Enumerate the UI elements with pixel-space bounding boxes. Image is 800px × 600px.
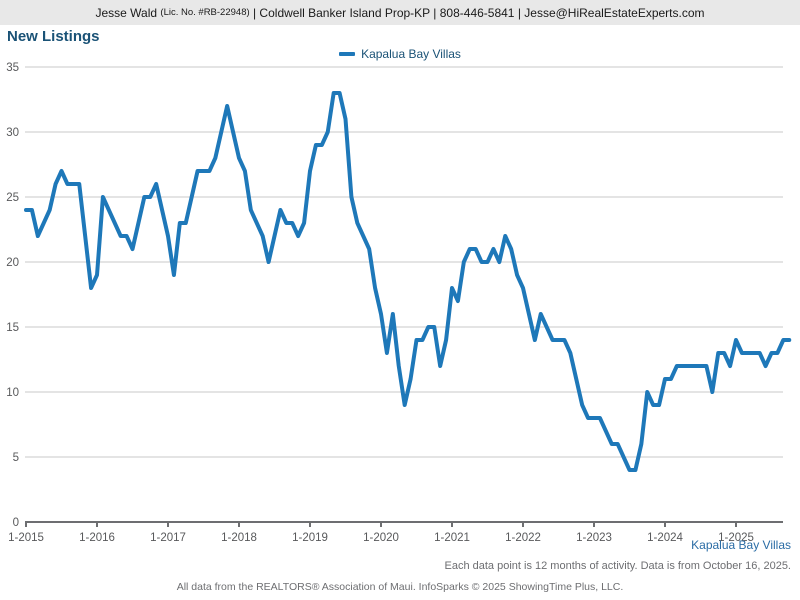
svg-text:1-2016: 1-2016 — [79, 532, 115, 544]
svg-text:15: 15 — [6, 322, 19, 334]
y-axis-labels: 0 5 10 15 20 25 30 35 — [6, 62, 19, 529]
agent-contact-info: | Coldwell Banker Island Prop-KP | 808-4… — [252, 5, 705, 20]
svg-text:20: 20 — [6, 257, 19, 269]
svg-text:1-2021: 1-2021 — [434, 532, 470, 544]
svg-text:30: 30 — [6, 127, 19, 139]
svg-text:1-2020: 1-2020 — [363, 532, 399, 544]
svg-text:25: 25 — [6, 192, 19, 204]
agent-header-bar: Jesse Wald (Lic. No. #RB-22948) | Coldwe… — [0, 0, 800, 25]
svg-text:1-2017: 1-2017 — [150, 532, 186, 544]
svg-text:35: 35 — [6, 62, 19, 74]
svg-text:1-2025: 1-2025 — [718, 532, 754, 544]
svg-text:10: 10 — [6, 387, 19, 399]
svg-text:1-2018: 1-2018 — [221, 532, 257, 544]
x-axis: 1-2015 1-2016 1-2017 1-2018 1-2019 1-2020 1-20… — [8, 521, 783, 544]
footer-series-label: Kapalua Bay Villas — [691, 538, 791, 552]
svg-text:1-2023: 1-2023 — [576, 532, 612, 544]
svg-text:1-2019: 1-2019 — [292, 532, 328, 544]
agent-name: Jesse Wald — [95, 5, 158, 20]
svg-text:1-2024: 1-2024 — [647, 532, 683, 544]
footer-data-note: Each data point is 12 months of activity… — [444, 560, 791, 572]
footer-attribution: All data from the REALTORS® Association … — [176, 581, 624, 593]
series-line-kapalua-bay-villas — [24, 91, 792, 472]
chart-legend: Kapalua Bay Villas — [0, 46, 800, 62]
svg-text:0: 0 — [13, 517, 19, 529]
legend-series-label[interactable]: Kapalua Bay Villas — [361, 47, 461, 61]
page-title: New Listings — [7, 28, 100, 45]
svg-text:5: 5 — [13, 452, 19, 464]
legend-line-swatch — [339, 52, 356, 56]
svg-text:1-2015: 1-2015 — [8, 532, 44, 544]
agent-license: (Lic. No. #RB-22948) — [160, 7, 250, 18]
svg-text:1-2022: 1-2022 — [505, 532, 541, 544]
